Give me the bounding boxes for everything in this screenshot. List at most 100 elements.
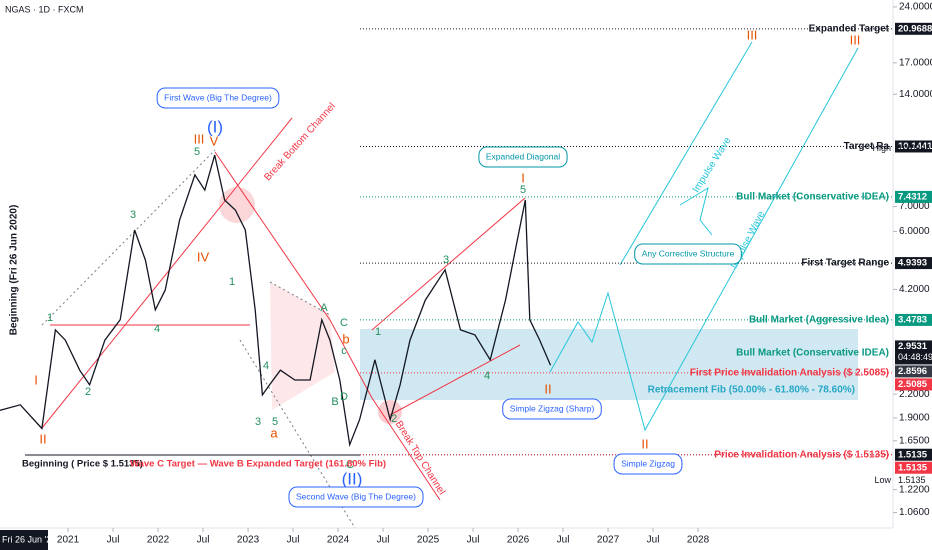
y-tick-label: 1.0600 (899, 507, 930, 518)
annotation: 1 (375, 326, 381, 338)
annotation: a (270, 425, 278, 440)
extreme-value: 10.0205 (898, 143, 931, 153)
level-text: First Target Range (801, 258, 889, 269)
level-text: Bull Market (Aggressive Idea) (749, 315, 889, 326)
crosshair-label: Fri 26 Jun '20 (2, 534, 56, 544)
drawing-line (269, 281, 331, 316)
drawing-line (239, 339, 356, 529)
y-axis-title: Beginning (Fri 26 Jun 2020) (9, 205, 20, 336)
price-label: 2.8596 (898, 366, 927, 377)
annotation: II (641, 436, 648, 451)
drawings (25, 41, 859, 529)
price-label-bg (895, 257, 932, 270)
annotation: 3 (130, 209, 136, 221)
annotation: A (320, 302, 328, 314)
y-tick-label: 1.9000 (899, 413, 930, 424)
price-label: 4.9393 (898, 258, 927, 269)
price-label-bg (895, 365, 932, 378)
annotation-box-text: Second Wave (Big The Degree) (296, 491, 416, 501)
price-label-bg (895, 378, 932, 391)
annotation: c (341, 345, 347, 357)
annotation: Bull Market (Conservative IDEA) (736, 348, 889, 359)
annotation: Beginning ( Price $ 1.5135) (22, 459, 143, 470)
annotation-box-text: Expanded Diagonal (486, 151, 560, 161)
level-text: Price Invalidation Analysis ($ 1.5135) (714, 449, 889, 460)
drawing-line (41, 117, 293, 429)
y-tick-label: 2.2000 (899, 389, 930, 400)
price-label: 3.4783 (898, 314, 927, 325)
drawing-line (619, 41, 753, 266)
y-tick-label: 4.2000 (899, 284, 930, 295)
retracement-zone (360, 329, 858, 400)
price-label: 20.9688 (898, 23, 932, 34)
x-tick-label: 2024 (327, 535, 350, 546)
annotation-box (288, 486, 424, 508)
price-label-bg (895, 190, 932, 203)
x-tick-label: 2027 (597, 535, 620, 546)
annotation-box (634, 243, 742, 265)
annotation: 1 (47, 312, 53, 324)
drawing-line (549, 47, 859, 432)
drawing-line (679, 186, 713, 236)
x-tick-label: 2028 (687, 535, 710, 546)
annotation: I (521, 170, 525, 185)
y-tick-label: 24.0000 (899, 2, 932, 13)
annotation: Impulse Wave (691, 135, 734, 195)
annotation: II (39, 431, 46, 446)
annotation: III (194, 131, 205, 146)
highlight (219, 187, 255, 223)
annotation: b (342, 331, 349, 346)
x-tick-label: 2023 (237, 535, 260, 546)
y-tick-label: 6.0000 (899, 226, 930, 237)
level-text: First Price Invalidation Analysis ($ 2.5… (690, 368, 889, 379)
highlight (378, 400, 402, 424)
x-tick-label: Jul (377, 535, 390, 546)
chart-title: NGAS · 1D · FXCM (5, 4, 84, 14)
x-tick-label: Jul (647, 535, 660, 546)
price-label: 2.5085 (898, 379, 928, 390)
x-tick-label: Jul (197, 535, 210, 546)
annotation-box (613, 453, 683, 475)
price-label-bg (895, 340, 932, 365)
annotation: D (340, 391, 348, 403)
annotation-box-text: Any Corrective Structure (642, 248, 735, 258)
annotation: III (747, 27, 758, 42)
annotation: I (34, 372, 38, 387)
crosshair-label-bg (0, 530, 48, 550)
x-tick-label: Jul (287, 535, 300, 546)
annotation: 4 (263, 360, 269, 372)
annotation-box (478, 146, 568, 168)
triangle-zone (270, 282, 335, 410)
price-label: 1.5135 (898, 462, 928, 473)
y-tick-label: 7.0000 (899, 201, 930, 212)
annotation: 3 (443, 254, 449, 266)
level-text: Expanded Target (809, 23, 890, 34)
price-line (0, 154, 552, 448)
price-label: 1.5135 (898, 449, 928, 460)
annotation: C (340, 317, 348, 329)
price-label-bg (895, 461, 932, 474)
x-tick-label: 2025 (417, 535, 440, 546)
drawing-line (371, 197, 526, 331)
drawing-line (41, 149, 216, 326)
annotation: 3 (255, 416, 261, 428)
level-text: Bull Market (Conservative IDEA) (736, 192, 889, 203)
annotation-box-text: Simple Zigzag (Sharp) (510, 403, 595, 413)
drawing-line (389, 344, 521, 416)
annotation: III (850, 32, 861, 47)
drawing-line (214, 151, 441, 501)
x-tick-label: 2026 (507, 535, 530, 546)
annotation: 5 (520, 184, 526, 196)
price-label: 7.4312 (898, 191, 927, 202)
level-text: Target Ra (844, 141, 890, 152)
annotation: Break Bottom Channel (262, 101, 338, 183)
x-tick-label: Jul (557, 535, 570, 546)
price-label-bg (895, 140, 932, 153)
y-tick-label: 1.6500 (899, 435, 930, 446)
y-tick-label: 14.0000 (899, 89, 932, 100)
annotation: (I) (207, 117, 223, 136)
price-label-bg (895, 22, 932, 35)
y-tick-label: 1.2200 (899, 484, 930, 495)
